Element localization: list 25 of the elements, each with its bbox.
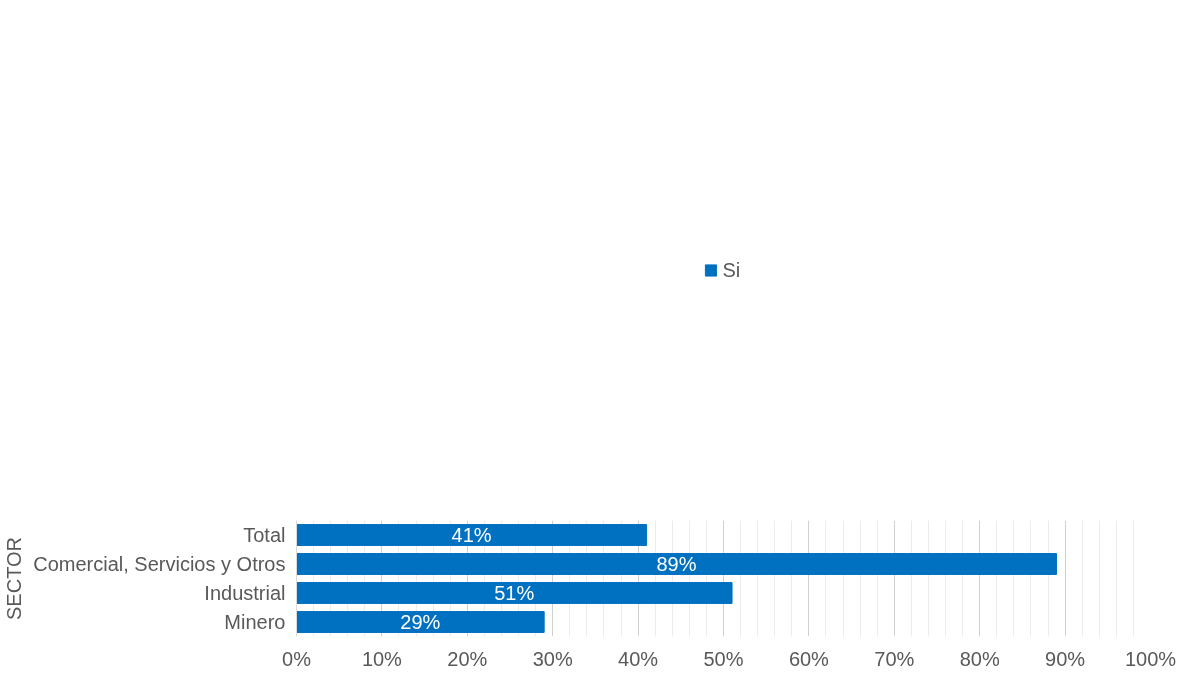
data-label: 41% xyxy=(451,524,492,546)
x-tick-label: 60% xyxy=(788,647,830,670)
legend-label: Si xyxy=(722,258,742,282)
data-label: 51% xyxy=(494,582,535,604)
x-tick-label: 30% xyxy=(532,647,573,670)
data-label: 89% xyxy=(656,553,697,575)
x-tick-label: 10% xyxy=(361,647,403,670)
x-tick-label: 20% xyxy=(447,647,488,670)
data-label: 29% xyxy=(400,611,441,633)
bar xyxy=(296,553,1058,575)
y-tick-label: Total xyxy=(243,524,286,546)
y-axis-title: SECTOR xyxy=(3,537,26,620)
bar xyxy=(296,611,545,633)
x-tick-label: 80% xyxy=(959,647,1000,670)
bar xyxy=(296,524,648,546)
bar xyxy=(296,582,733,604)
x-tick-label: 70% xyxy=(874,647,915,670)
x-tick-label: 100% xyxy=(1124,647,1177,670)
y-tick-label: Industrial xyxy=(204,582,286,604)
x-tick-label: 90% xyxy=(1045,647,1086,670)
x-tick-label: 0% xyxy=(282,647,312,670)
x-tick-label: 50% xyxy=(703,647,744,670)
x-tick-label: 40% xyxy=(618,647,659,670)
y-tick-label: Minero xyxy=(224,611,286,633)
y-tick-label: Comercial, Servicios y Otros xyxy=(33,553,286,575)
